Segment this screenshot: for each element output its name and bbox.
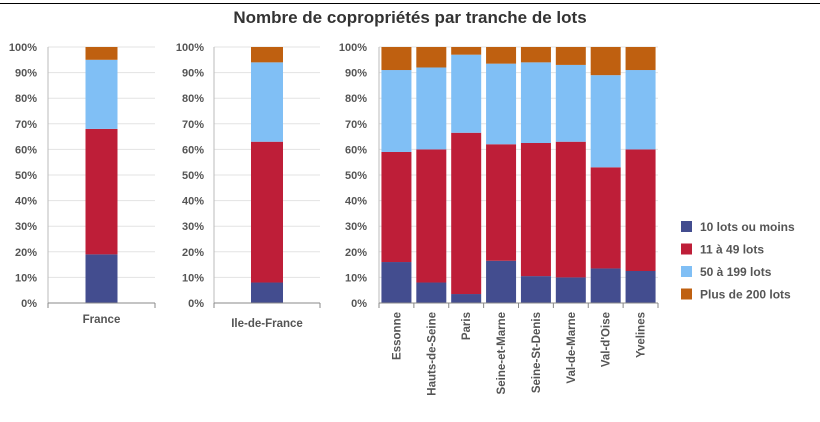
y-tick-label: 70%	[182, 119, 204, 131]
bar-segment	[625, 271, 656, 303]
legend-label: 10 lots ou moins	[700, 220, 795, 234]
bar-segment	[381, 262, 412, 303]
bar-segment	[251, 141, 283, 283]
y-tick-label: 40%	[182, 196, 204, 208]
bar-segment	[416, 67, 447, 150]
y-tick-label: 50%	[182, 170, 204, 182]
y-tick-label: 100%	[9, 42, 37, 54]
y-tick-label: 30%	[15, 221, 37, 233]
top-border-line	[0, 3, 820, 4]
y-tick-label: 80%	[15, 93, 37, 105]
bar-segment	[381, 47, 412, 71]
y-tick-label: 90%	[15, 68, 37, 80]
bar-segment	[520, 276, 551, 303]
bar-segment	[590, 268, 621, 303]
bar-segment	[85, 254, 118, 303]
x-category-label: Val-d'Oise	[601, 312, 613, 367]
bar-segment	[381, 70, 412, 152]
bar-segment	[520, 143, 551, 277]
y-tick-label: 10%	[15, 272, 37, 284]
x-category-label: Paris	[461, 312, 473, 340]
y-tick-label: 100%	[176, 42, 204, 54]
y-tick-label: 100%	[339, 42, 367, 54]
bar-segment	[451, 132, 482, 295]
legend-swatch	[681, 266, 692, 277]
bar-segment	[251, 62, 283, 142]
y-tick-label: 60%	[15, 144, 37, 156]
legend-label: 11 à 49 lots	[700, 243, 764, 257]
bar-segment	[520, 47, 551, 63]
bar-segment	[85, 128, 118, 255]
bar-segment	[451, 54, 482, 133]
y-tick-label: 60%	[182, 144, 204, 156]
bar-segment	[590, 75, 621, 168]
bar-segment	[486, 144, 517, 261]
y-tick-label: 10%	[345, 272, 367, 284]
y-tick-label: 50%	[15, 170, 37, 182]
y-tick-label: 70%	[345, 119, 367, 131]
bar-segment	[416, 149, 447, 283]
bar-segment	[251, 47, 283, 63]
bar-segment	[520, 62, 551, 143]
y-tick-label: 0%	[21, 298, 37, 310]
x-category-label: Val-de-Marne	[566, 312, 578, 384]
bar-segment	[486, 63, 517, 145]
bar-segment	[451, 47, 482, 55]
y-tick-label: 80%	[345, 93, 367, 105]
y-tick-label: 50%	[345, 170, 367, 182]
bar-segment	[85, 59, 118, 129]
x-category-label: Essonne	[391, 312, 403, 360]
x-category-label: Ile-de-France	[231, 318, 303, 330]
y-tick-label: 80%	[182, 93, 204, 105]
bar-segment	[381, 151, 412, 263]
legend-label: Plus de 200 lots	[700, 288, 791, 302]
legend-swatch	[681, 221, 692, 232]
bar-segment	[555, 141, 586, 278]
bar-segment	[625, 47, 656, 71]
bar-segment	[555, 277, 586, 303]
y-tick-label: 60%	[345, 144, 367, 156]
x-category-label: Seine-St-Denis	[531, 312, 543, 393]
bar-segment	[486, 47, 517, 64]
bar-segment	[251, 282, 283, 303]
y-tick-label: 40%	[15, 196, 37, 208]
y-tick-label: 70%	[15, 119, 37, 131]
bar-segment	[416, 282, 447, 303]
y-tick-label: 30%	[345, 221, 367, 233]
y-tick-label: 90%	[182, 68, 204, 80]
y-tick-label: 0%	[188, 298, 204, 310]
x-category-label: France	[83, 314, 121, 326]
y-tick-label: 20%	[345, 247, 367, 259]
bar-segment	[590, 47, 621, 76]
bar-segment	[85, 47, 118, 60]
x-category-label: Yvelines	[636, 312, 648, 358]
bar-segment	[590, 167, 621, 269]
y-tick-label: 40%	[345, 196, 367, 208]
bar-segment	[625, 149, 656, 271]
bar-segment	[555, 64, 586, 142]
bar-segment	[451, 294, 482, 303]
y-tick-label: 20%	[15, 247, 37, 259]
legend-swatch	[681, 243, 692, 255]
x-category-label: Hauts-de-Seine	[426, 312, 438, 396]
bar-segment	[486, 260, 517, 303]
y-tick-label: 10%	[182, 272, 204, 284]
y-tick-label: 30%	[182, 221, 204, 233]
chart-title: Nombre de copropriétés par tranche de lo…	[233, 8, 587, 27]
bar-segment	[416, 47, 447, 68]
y-tick-label: 90%	[345, 68, 367, 80]
y-tick-label: 20%	[182, 247, 204, 259]
legend-label: 50 à 199 lots	[700, 265, 772, 279]
bar-segment	[555, 47, 586, 65]
legend-swatch	[681, 288, 692, 300]
y-tick-label: 0%	[351, 298, 367, 310]
bar-segment	[625, 70, 656, 150]
x-category-label: Seine-et-Marne	[496, 312, 508, 394]
